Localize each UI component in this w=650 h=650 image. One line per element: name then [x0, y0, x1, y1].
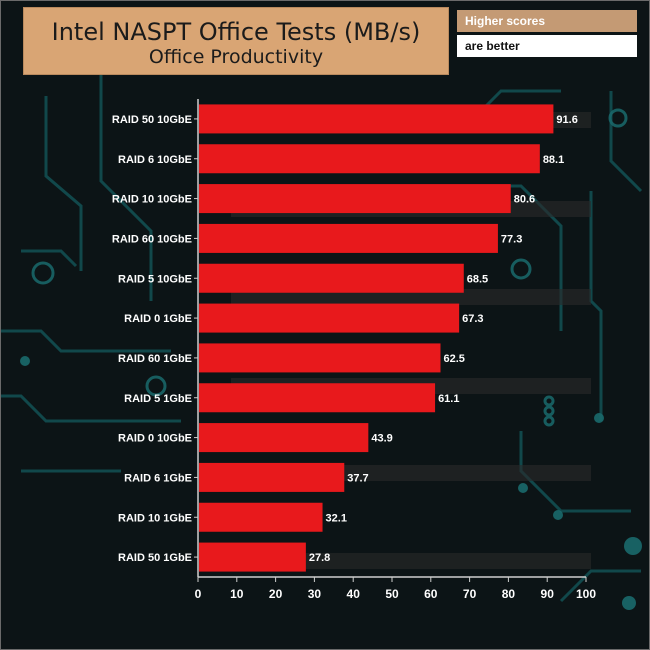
category-label: RAID 0 1GbE: [124, 313, 192, 325]
data-label: 91.6: [556, 114, 577, 126]
data-label: 80.6: [514, 194, 535, 206]
category-label: RAID 50 1GbE: [118, 552, 192, 564]
x-tick-label: 100: [576, 587, 596, 601]
category-label: RAID 6 1GbE: [124, 472, 192, 484]
bar: [199, 423, 369, 453]
category-label: RAID 5 10GbE: [118, 273, 192, 285]
data-label: 67.3: [462, 313, 483, 325]
category-label: RAID 60 1GbE: [118, 353, 192, 365]
bar: [199, 263, 464, 293]
higher-scores-note: Higher scores: [457, 10, 637, 32]
x-tick-label: 30: [308, 587, 322, 601]
category-label: RAID 5 1GbE: [124, 393, 192, 405]
x-tick-label: 60: [424, 587, 438, 601]
are-better-note: are better: [457, 35, 637, 57]
x-tick-label: 50: [385, 587, 399, 601]
bar: [199, 383, 436, 413]
title-box: Intel NASPT Office Tests (MB/s) Office P…: [23, 7, 449, 75]
data-label: 62.5: [444, 353, 465, 365]
bar: [199, 462, 345, 492]
data-label: 77.3: [501, 233, 522, 245]
category-label: RAID 10 1GbE: [118, 512, 192, 524]
data-label: 88.1: [543, 154, 564, 166]
bar: [199, 223, 498, 253]
bar: [199, 502, 323, 532]
data-label: 37.7: [347, 472, 368, 484]
data-label: 61.1: [438, 393, 459, 405]
bar: [199, 104, 554, 134]
x-tick-label: 20: [269, 587, 283, 601]
category-label: RAID 50 10GbE: [112, 114, 192, 126]
category-label: RAID 10 10GbE: [112, 194, 192, 206]
data-label: 43.9: [371, 433, 392, 445]
data-label: 27.8: [309, 552, 330, 564]
chart-title: Intel NASPT Office Tests (MB/s): [51, 18, 421, 46]
x-tick-label: 10: [230, 587, 244, 601]
x-tick-label: 0: [195, 587, 202, 601]
chart-subtitle: Office Productivity: [148, 46, 324, 68]
bar: [199, 184, 511, 214]
bar: [199, 343, 441, 373]
bar: [199, 542, 306, 572]
x-tick-label: 70: [463, 587, 477, 601]
bar: [199, 144, 540, 174]
data-label: 32.1: [326, 512, 347, 524]
bar: [199, 303, 460, 333]
x-tick-label: 40: [347, 587, 361, 601]
x-tick-label: 80: [502, 587, 516, 601]
category-label: RAID 60 10GbE: [112, 233, 192, 245]
category-label: RAID 6 10GbE: [118, 154, 192, 166]
category-label: RAID 0 10GbE: [118, 433, 192, 445]
x-tick-label: 90: [541, 587, 555, 601]
data-label: 68.5: [467, 273, 488, 285]
